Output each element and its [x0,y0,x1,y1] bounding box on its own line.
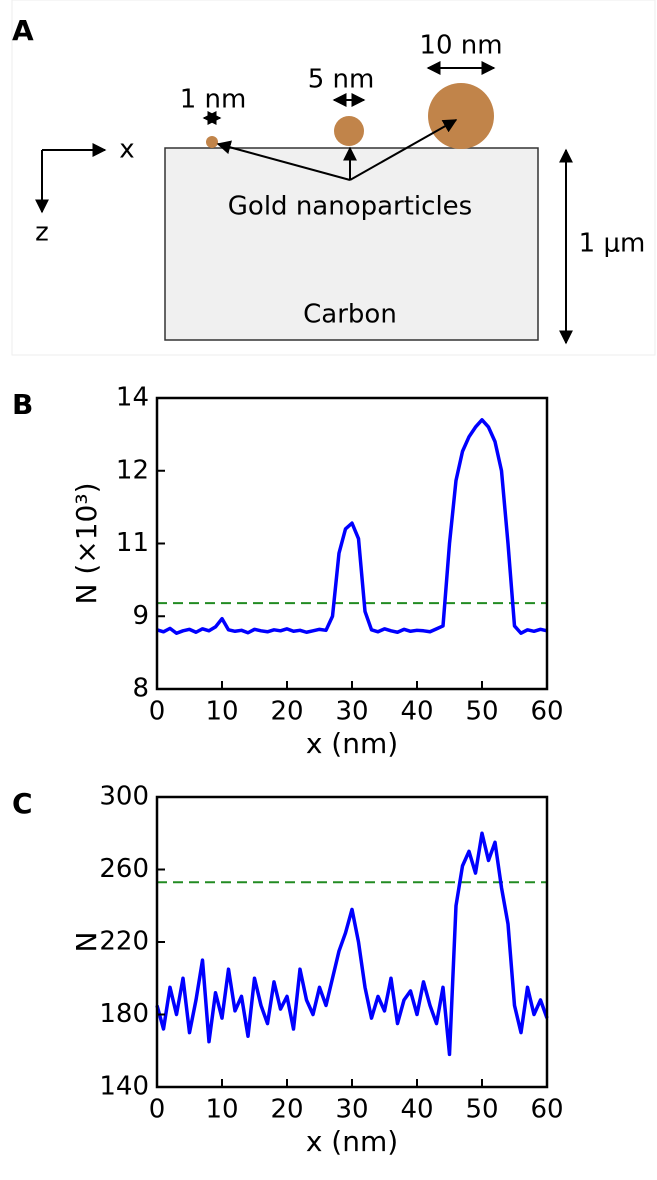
particle [206,136,218,148]
chart: C 140 180 220 260 300 0 10 20 30 40 50 60 x (nm) N [12,782,564,1159]
arrows [35,61,573,345]
thickness-label: 1 μm [579,229,646,259]
x-tick-label: 20 [270,697,303,727]
y-tick-label: 140 [99,1072,149,1102]
x-tick-label: 60 [530,697,563,727]
x-tick-label: 40 [400,1095,433,1125]
x-tick-label: 0 [149,697,166,727]
x-tick-label: 30 [335,1095,368,1125]
x-tick-label: 10 [205,697,238,727]
plot-frame [155,396,549,691]
y-tick-label: 180 [99,999,149,1029]
y-tick-label: 300 [99,782,149,812]
x-tick-label: 30 [335,697,368,727]
y-tick-label: 12 [116,455,149,485]
y-tick-label: 11 [116,528,149,558]
y-tick-label: 220 [99,927,149,957]
x-tick-label: 0 [149,1095,166,1125]
x-tick-label: 50 [465,1095,498,1125]
size-label: 5 nm [308,65,375,95]
x-tick-label: 40 [400,697,433,727]
y-tick-label: 14 [116,383,149,413]
chart: B 8 9 11 12 14 0 10 20 30 40 50 60 x (nm) N (×10³) [12,383,564,761]
particles-label: Gold nanoparticles [228,192,472,222]
size-label: 10 nm [419,31,502,61]
data-line [155,831,549,1057]
substrate-label: Carbon [303,300,397,330]
y-tick-label: 8 [132,674,149,704]
axis-label: x [119,135,134,165]
particle [428,83,494,149]
x-tick-label: 50 [465,697,498,727]
x-tick-label: 60 [530,1095,563,1125]
y-axis-label: N [70,932,103,953]
panel-a: A 1 nm 5 nm 10 nm x z Gold nanoparticles… [11,0,656,356]
x-axis-label: x (nm) [306,1125,398,1158]
plot-frame [155,795,549,1089]
pointer-arrow [349,119,458,181]
y-tick-label: 260 [99,854,149,884]
panel-label: B [12,388,33,421]
x-tick-label: 20 [270,1095,303,1125]
size-label: 1 nm [180,85,247,115]
y-axis-label: N (×10³) [70,482,103,604]
panel-label: A [12,14,34,47]
pointer-arrow [216,140,351,181]
axis-label: z [35,218,49,248]
x-tick-label: 10 [205,1095,238,1125]
panel-label: C [12,787,33,820]
y-tick-label: 9 [132,601,149,631]
panel-frame [11,0,656,356]
data-line [156,418,548,635]
x-axis-label: x (nm) [306,727,398,760]
particle [334,116,364,146]
